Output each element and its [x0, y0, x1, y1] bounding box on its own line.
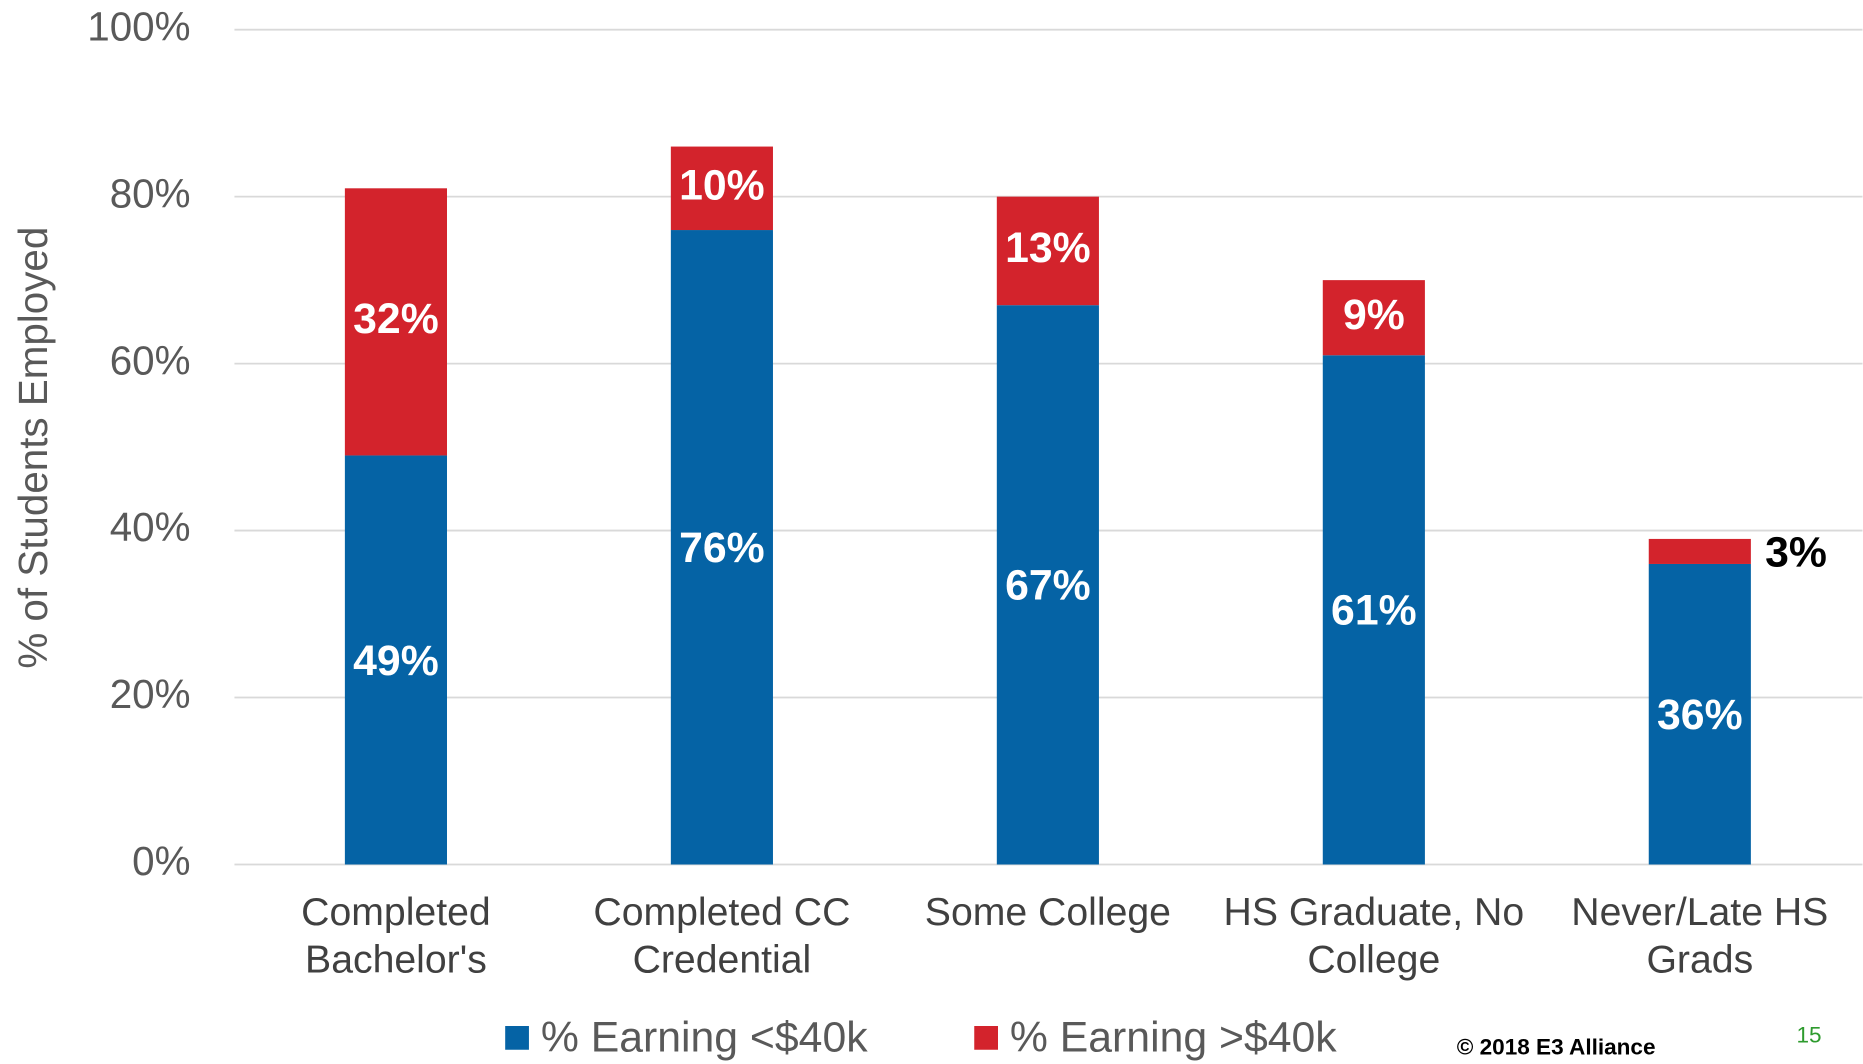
- x-tick-label: Never/Late HS Grads: [1571, 889, 1829, 981]
- bar-segment: [344, 455, 447, 865]
- bar-segment: [1322, 280, 1425, 356]
- y-tick-label: 20%: [110, 671, 191, 717]
- page-number: 15: [1797, 1023, 1822, 1048]
- x-tick-label: Some College: [924, 889, 1171, 934]
- x-label-box: Never/Late HS Grads: [1571, 889, 1829, 981]
- x-label-box: Some College: [924, 889, 1171, 934]
- y-tick-label: 0%: [132, 838, 190, 884]
- bar-segment: [1322, 355, 1425, 865]
- x-label-box: HS Graduate, No College: [1223, 889, 1525, 981]
- y-tick-label: 100%: [87, 3, 190, 49]
- bar-segment: [670, 146, 773, 231]
- y-tick-label: 40%: [110, 504, 191, 550]
- data-label: 76%: [679, 524, 765, 572]
- x-tick-label: HS Graduate, No College: [1223, 889, 1525, 981]
- y-tick-label: 60%: [110, 337, 191, 383]
- x-tick-label: Completed CC Credential: [593, 889, 851, 981]
- x-tick-label: Completed Bachelor's: [301, 889, 491, 981]
- legend-swatch: [505, 1026, 529, 1050]
- bar-segment: [996, 305, 1099, 865]
- bar-segment: [344, 188, 447, 456]
- data-label: 9%: [1343, 291, 1405, 339]
- x-label-box: Completed Bachelor's: [301, 889, 491, 981]
- legend-label: % Earning >$40k: [1010, 1014, 1337, 1062]
- data-label: 61%: [1331, 587, 1417, 635]
- data-label: 10%: [679, 162, 765, 210]
- bar-segment: [1648, 563, 1751, 865]
- legend-label: % Earning <$40k: [541, 1014, 868, 1062]
- legend-swatch: [974, 1026, 998, 1050]
- data-label: 32%: [353, 295, 439, 343]
- x-label-box: Completed CC Credential: [593, 889, 851, 981]
- bar-segment: [996, 196, 1099, 306]
- data-label: 49%: [353, 637, 439, 685]
- y-axis-label: % of Students Employed: [10, 227, 56, 669]
- data-label: 13%: [1005, 224, 1091, 272]
- y-tick-label: 80%: [110, 170, 191, 216]
- footer: © 2018 E3 Alliance: [1457, 1035, 1656, 1060]
- bar-segment: [670, 230, 773, 865]
- data-label: 67%: [1005, 562, 1091, 610]
- data-label: 36%: [1657, 691, 1743, 739]
- data-label: 3%: [1765, 528, 1827, 576]
- bar-segment: [1648, 538, 1751, 564]
